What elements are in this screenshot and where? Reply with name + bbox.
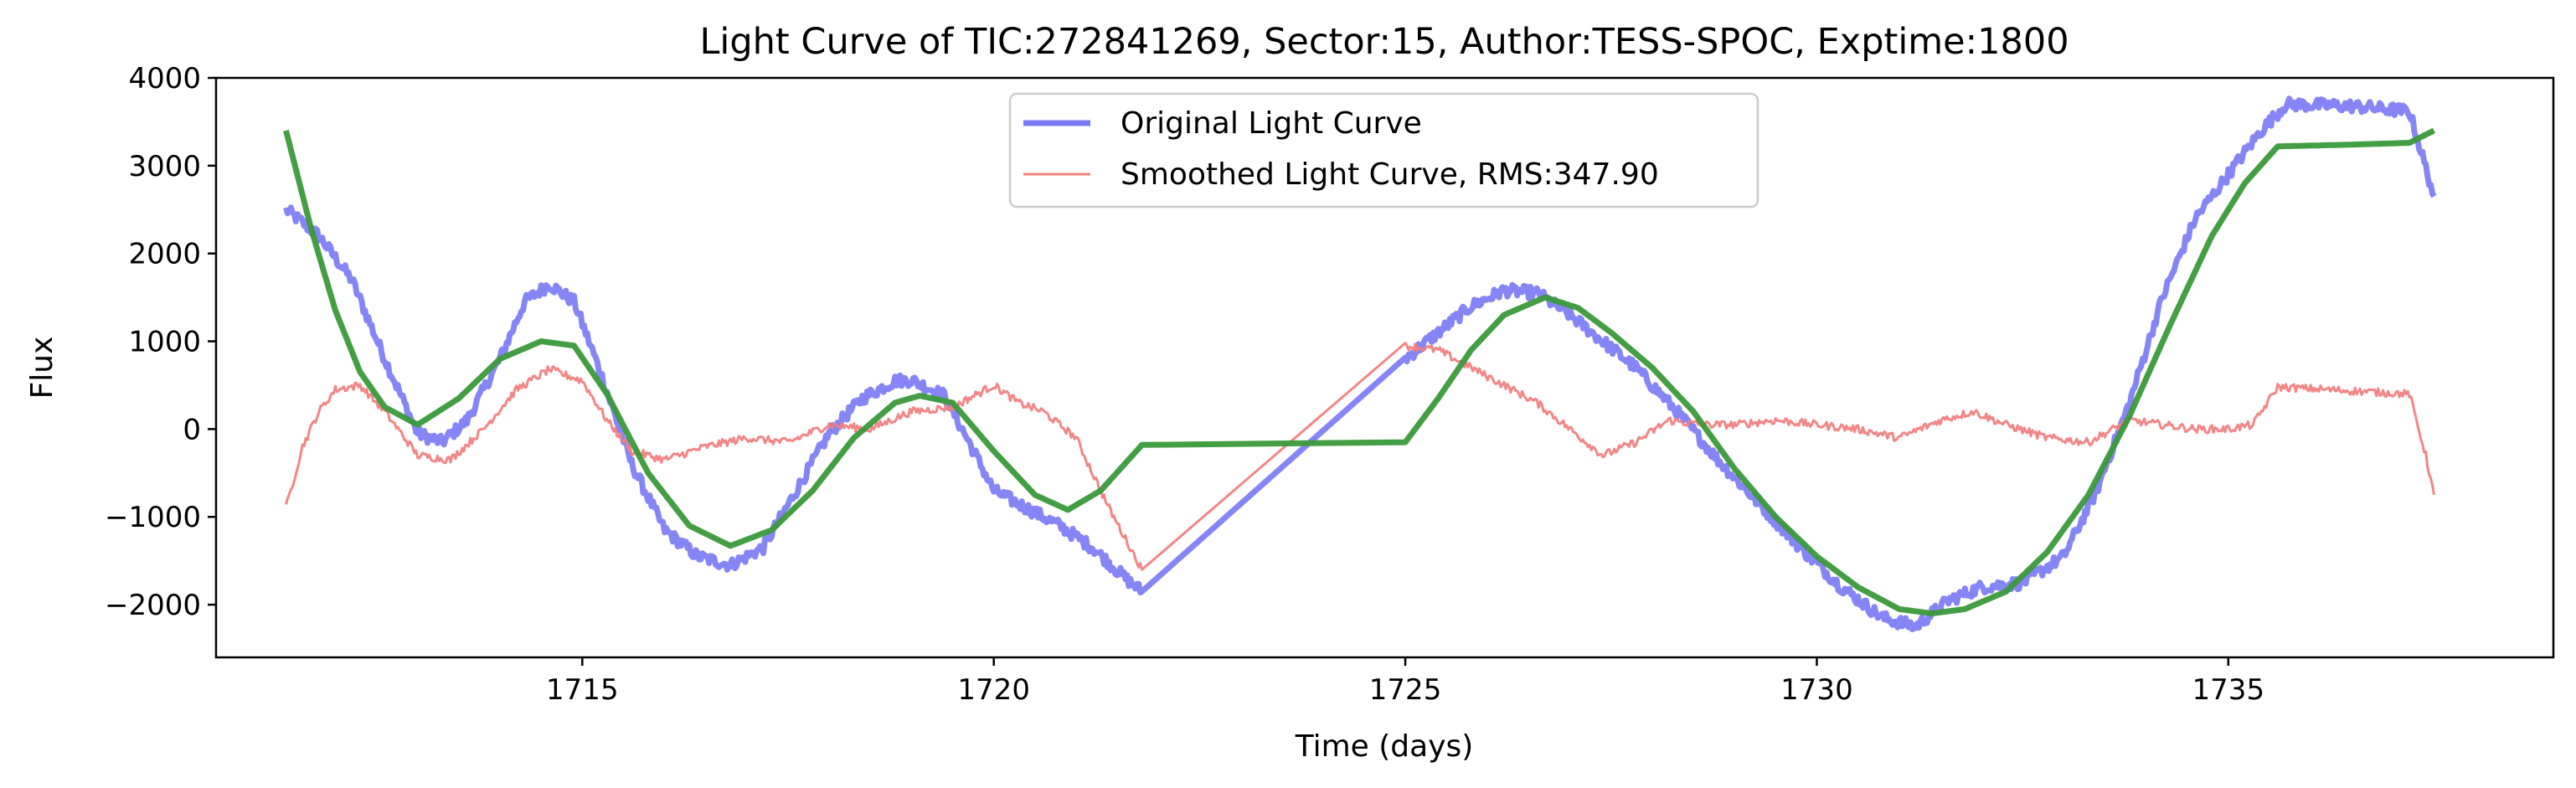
y-tick-label: 1000	[128, 326, 201, 359]
y-tick-label: 3000	[128, 150, 201, 183]
legend: Original Light Curve Smoothed Light Curv…	[1008, 92, 1759, 209]
legend-label-original: Original Light Curve	[1121, 106, 1422, 141]
plot-area: 1715 1720 1725 1730 1735 −2000 −1000 0 1000 2000…	[105, 62, 2555, 707]
y-tick-label: 0	[183, 413, 201, 446]
axes-frame	[214, 76, 2555, 659]
y-tick-label: −1000	[105, 501, 201, 534]
x-tick-label: 1735	[2192, 673, 2265, 707]
x-tick-label: 1730	[1780, 673, 1853, 707]
y-tick-label: −2000	[105, 589, 201, 622]
y-axis-ticks: −2000 −1000 0 1000 2000 3000 4000	[105, 62, 216, 622]
x-axis-ticks: 1715 1720 1725 1730 1735	[546, 657, 2264, 707]
chart-title: Light Curve of TIC:272841269, Sector:15,…	[699, 21, 2069, 63]
y-tick-label: 4000	[128, 62, 201, 95]
legend-label-smoothed: Smoothed Light Curve, RMS:347.90	[1121, 157, 1659, 192]
y-axis-label: Flux	[25, 337, 59, 399]
series-fit-curve	[283, 127, 2436, 617]
x-axis-label: Time (days)	[1295, 729, 1474, 764]
x-tick-label: 1715	[546, 673, 619, 707]
y-tick-label: 2000	[128, 238, 201, 271]
legend-frame	[1008, 92, 1759, 209]
x-tick-label: 1725	[1369, 673, 1442, 707]
series-layer	[283, 95, 2437, 633]
series-smoothed-light-curve	[285, 342, 2435, 571]
x-tick-label: 1720	[957, 673, 1030, 707]
